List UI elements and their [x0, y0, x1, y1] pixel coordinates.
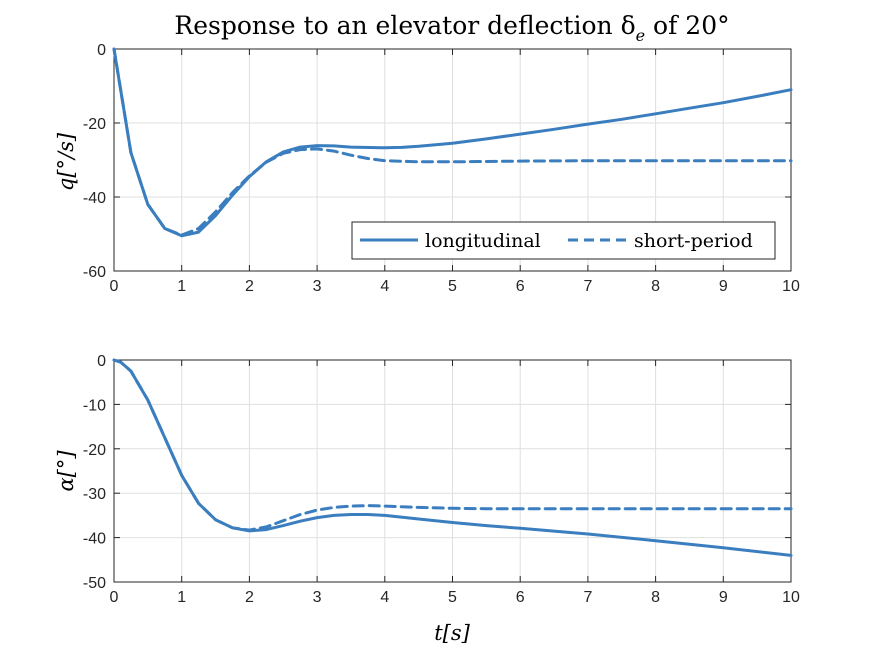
- x-tick-label: 0: [110, 278, 119, 295]
- x-tick-label: 1: [177, 589, 186, 606]
- legend: longitudinal short-period: [351, 221, 776, 260]
- x-tick-label: 5: [448, 589, 457, 606]
- x-tick-label: 9: [719, 589, 728, 606]
- y-tick-label: 0: [97, 353, 106, 370]
- legend-box: [351, 221, 776, 260]
- x-tick-label: 9: [719, 278, 728, 295]
- y-tick-label: -50: [83, 575, 106, 592]
- figure-title: Response to an elevator deflection δe of…: [174, 11, 729, 45]
- x-tick-label: 6: [516, 278, 525, 295]
- y-tick-label: -60: [83, 264, 106, 281]
- x-tick-label: 0: [110, 589, 119, 606]
- x-tick-label: 4: [380, 589, 389, 606]
- y-tick-label: -40: [83, 190, 106, 207]
- series-line-short-period: [112, 358, 793, 532]
- x-tick-label: 2: [245, 589, 254, 606]
- y-tick-label: -40: [83, 531, 106, 548]
- x-tick-label: 10: [782, 589, 800, 606]
- y-tick-label: -20: [83, 116, 106, 133]
- y-tick-label: -30: [83, 486, 106, 503]
- ylabel-pitch-rate: q[°/s]: [54, 132, 78, 191]
- x-tick-label: 4: [380, 278, 389, 295]
- ylabel-angle-of-attack: α[°]: [54, 450, 78, 492]
- gridlines: [113, 359, 792, 583]
- xlabel-time: t[s]: [434, 621, 470, 645]
- x-tick-label: 3: [313, 278, 322, 295]
- x-tick-label: 8: [651, 278, 660, 295]
- x-tick-label: 6: [516, 589, 525, 606]
- subplot-pitch-rate: 0 1 2 3 4 5 6 7 8 9 10 0 -20 -40 -60: [83, 42, 800, 295]
- x-tick-label: 8: [651, 589, 660, 606]
- y-tick-label: -20: [83, 442, 106, 459]
- x-tick-label: 2: [245, 278, 254, 295]
- subplot-angle-of-attack: 0 1 2 3 4 5 6 7 8 9 10 0 -10 -20 -30 -40 -50: [83, 353, 800, 606]
- legend-label-longitudinal: longitudinal: [425, 230, 541, 252]
- x-tick-label: 5: [448, 278, 457, 295]
- series-line-longitudinal: [112, 47, 793, 238]
- x-tick-label: 10: [782, 278, 800, 295]
- x-tick-label: 7: [583, 278, 592, 295]
- x-tick-label: 1: [177, 278, 186, 295]
- x-tick-label: 3: [313, 589, 322, 606]
- legend-label-short-period: short-period: [634, 230, 753, 252]
- x-tick-label: 7: [583, 589, 592, 606]
- y-tick-label: -10: [83, 397, 106, 414]
- series-line-short-period: [112, 47, 793, 237]
- y-tick-label: 0: [97, 42, 106, 59]
